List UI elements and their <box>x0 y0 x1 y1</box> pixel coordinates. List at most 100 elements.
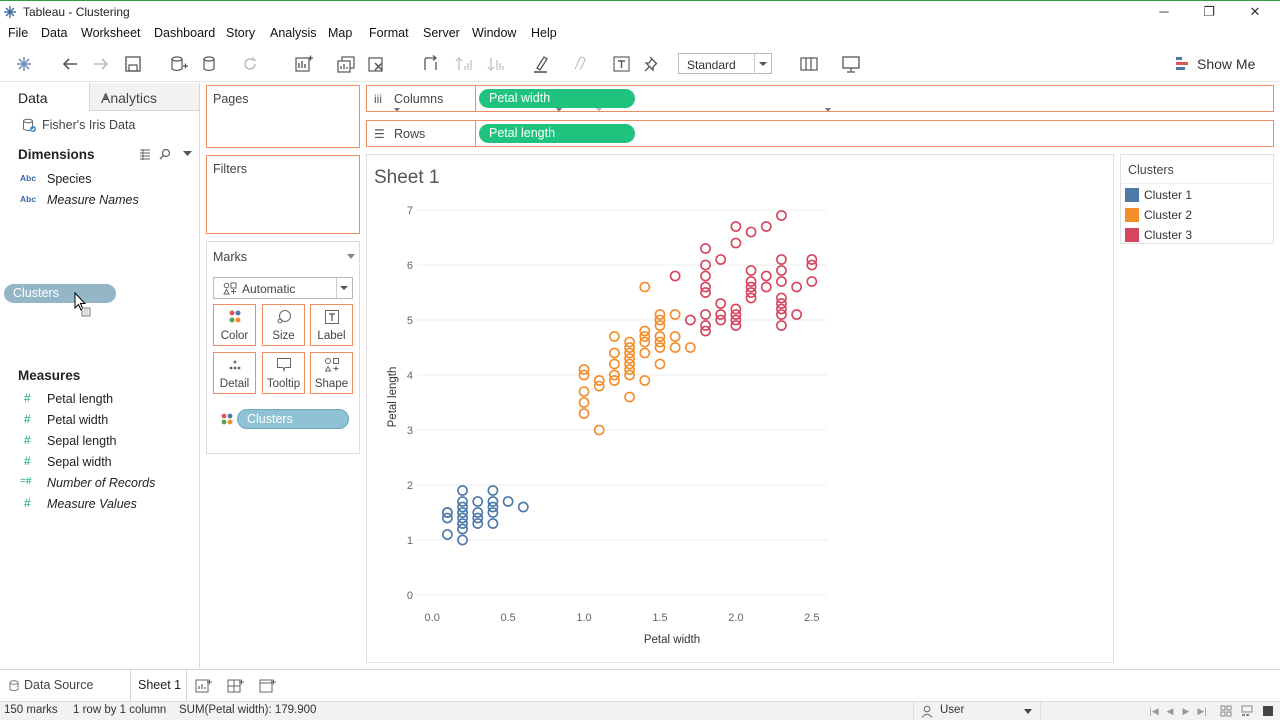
measure-field-petal-width[interactable]: # Petal width <box>20 412 195 430</box>
restore-button[interactable]: ❐ <box>1203 4 1215 19</box>
dimensions-menu-caret-icon[interactable] <box>183 151 192 157</box>
petal-width-pill-label: Petal width <box>489 91 551 105</box>
save-icon[interactable] <box>122 54 144 74</box>
previous-sheet-icon[interactable]: ◀ <box>1166 706 1174 716</box>
show-labels-icon[interactable] <box>611 54 633 74</box>
sort-ascending-icon[interactable] <box>453 54 475 74</box>
tab-data-source[interactable]: Data Source <box>0 670 128 701</box>
menu-server[interactable]: Server <box>423 26 460 40</box>
label-button[interactable]: Label <box>310 304 353 346</box>
last-sheet-icon[interactable]: ▶| <box>1197 706 1207 716</box>
scatter-plot[interactable]: 0 1 2 3 4 5 6 7 0.0 0.5 1.0 1.5 2.0 2.5 Petal width Pet… <box>367 155 1113 662</box>
view-as-list-icon[interactable] <box>139 148 151 160</box>
clusters-legend[interactable]: Clusters Cluster 1 Cluster 2 Cluster 3 <box>1120 154 1274 244</box>
pause-updates-icon[interactable] <box>199 54 221 74</box>
tab-data[interactable]: Data <box>0 83 89 111</box>
menu-story[interactable]: Story <box>226 26 256 40</box>
legend-item-cluster-3[interactable]: Cluster 3 <box>1125 227 1270 243</box>
pages-card[interactable]: Pages <box>206 85 360 148</box>
measure-field-sepal-length[interactable]: # Sepal length <box>20 433 195 451</box>
tab-data-label: Data <box>18 90 48 106</box>
new-datasource-icon[interactable] <box>168 54 190 74</box>
clear-sheet-icon[interactable] <box>366 54 388 74</box>
show-cards-caret-icon[interactable] <box>825 108 831 112</box>
show-sheet-sorter-icon[interactable] <box>1220 705 1232 717</box>
fit-dropdown[interactable]: Standard <box>678 53 772 74</box>
menu-analysis[interactable]: Analysis <box>270 26 317 40</box>
legend-item-cluster-1[interactable]: Cluster 1 <box>1125 187 1270 203</box>
data-pane: Data Analytics ▲ Fisher's Iris Data Dime… <box>0 83 200 668</box>
menu-file[interactable]: File <box>8 26 29 40</box>
dimension-field-species[interactable]: Abc Species <box>20 171 195 189</box>
tab-sheet-1[interactable]: Sheet 1 <box>130 670 187 701</box>
menu-window[interactable]: Window <box>472 26 517 40</box>
rows-shelf[interactable]: ☰ Rows Petal length <box>366 120 1274 147</box>
tab-analytics-toggle-icon[interactable]: ▲ <box>101 91 110 101</box>
label-icon <box>311 309 352 325</box>
show-cards-icon[interactable] <box>799 54 821 74</box>
data-point-cluster-3 <box>776 265 787 276</box>
color-button[interactable]: Color <box>213 304 256 346</box>
detail-button[interactable]: Detail <box>213 352 256 394</box>
new-dashboard-tab-icon[interactable] <box>227 678 245 694</box>
menu-dashboard[interactable]: Dashboard <box>154 26 216 40</box>
chevron-down-icon[interactable] <box>754 54 771 73</box>
chevron-down-icon[interactable] <box>336 278 352 298</box>
next-sheet-icon[interactable]: ▶ <box>1182 706 1190 716</box>
petal-length-pill[interactable]: Petal length <box>479 124 635 143</box>
undo-icon[interactable] <box>59 54 81 74</box>
measure-field-petal-length[interactable]: # Petal length <box>20 391 195 409</box>
new-worksheet-tab-icon[interactable] <box>195 678 213 694</box>
dimension-field-measure-names[interactable]: Abc Measure Names <box>20 192 195 210</box>
number-type-icon: # <box>24 391 31 405</box>
sort-descending-icon[interactable] <box>485 54 507 74</box>
worksheet-view[interactable]: Sheet 1 0 1 2 3 4 5 6 7 0.0 0.5 1.0 1.5 2.0 2.5 Petal … <box>366 154 1114 663</box>
petal-width-pill[interactable]: Petal width <box>479 89 635 108</box>
show-tabs-icon[interactable] <box>1262 705 1274 717</box>
search-icon[interactable] <box>159 148 171 160</box>
measure-field-number-of-records[interactable]: =# Number of Records <box>20 475 195 493</box>
shape-button[interactable]: Shape <box>310 352 353 394</box>
presentation-mode-icon[interactable] <box>840 54 862 74</box>
highlight-caret-icon[interactable] <box>556 108 562 112</box>
menu-format[interactable]: Format <box>369 26 409 40</box>
show-filmstrip-icon[interactable] <box>1241 705 1253 717</box>
menu-data[interactable]: Data <box>41 26 68 40</box>
highlight-icon[interactable] <box>531 54 553 74</box>
legend-item-cluster-2[interactable]: Cluster 2 <box>1125 207 1270 223</box>
measure-label: Petal width <box>47 413 109 427</box>
swap-rows-columns-icon[interactable] <box>420 54 442 74</box>
size-button[interactable]: Size <box>262 304 305 346</box>
marks-card-menu-icon[interactable] <box>347 254 355 259</box>
user-dropdown[interactable]: User <box>913 702 1041 720</box>
tooltip-button[interactable]: Tooltip <box>262 352 305 394</box>
first-sheet-icon[interactable]: |◀ <box>1149 706 1159 716</box>
data-point-cluster-3 <box>776 309 787 320</box>
dragging-clusters-pill[interactable]: Clusters <box>4 284 116 303</box>
tab-analytics[interactable]: Analytics ▲ <box>89 83 199 111</box>
clusters-color-pill[interactable]: Clusters <box>237 409 349 429</box>
columns-shelf[interactable]: iii Columns Petal width <box>366 85 1274 112</box>
minimize-button[interactable]: ─ <box>1159 4 1169 19</box>
close-button[interactable]: ✕ <box>1249 4 1261 19</box>
menu-help[interactable]: Help <box>531 26 557 40</box>
redo-icon[interactable] <box>90 54 112 74</box>
fix-axes-pin-icon[interactable] <box>641 54 663 74</box>
tableau-home-icon[interactable] <box>13 54 35 74</box>
duplicate-sheet-icon[interactable] <box>335 54 357 74</box>
filters-card[interactable]: Filters <box>206 155 360 234</box>
chevron-down-icon[interactable] <box>1024 709 1032 714</box>
measure-field-measure-values[interactable]: # Measure Values <box>20 496 195 514</box>
mark-type-dropdown[interactable]: Automatic <box>213 277 353 299</box>
group-members-icon[interactable] <box>568 54 590 74</box>
group-caret-icon[interactable] <box>596 108 602 112</box>
clear-sheet-caret-icon[interactable] <box>394 108 400 112</box>
new-worksheet-icon[interactable] <box>293 54 315 74</box>
menu-map[interactable]: Map <box>328 26 353 40</box>
refresh-icon[interactable] <box>239 54 261 74</box>
detail-button-label: Detail <box>219 378 250 390</box>
data-point-cluster-2 <box>609 347 620 359</box>
menu-worksheet[interactable]: Worksheet <box>81 26 141 40</box>
measure-field-sepal-width[interactable]: # Sepal width <box>20 454 195 472</box>
new-story-tab-icon[interactable] <box>259 678 277 694</box>
